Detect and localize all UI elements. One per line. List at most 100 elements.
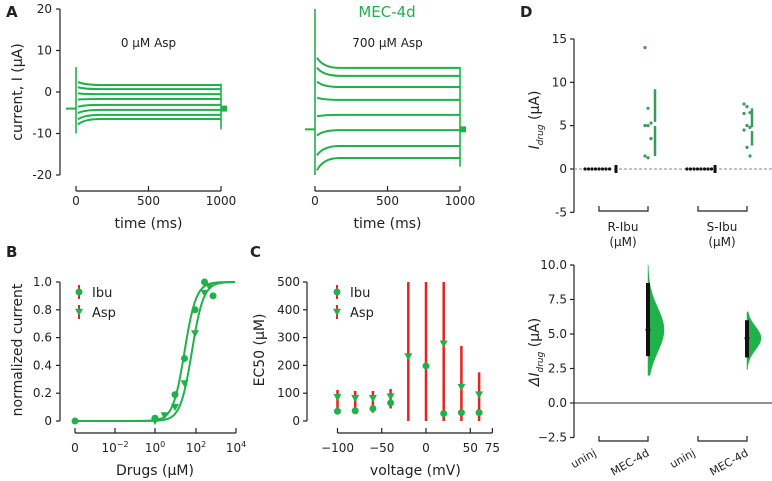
y-tick-label: 10	[37, 44, 52, 58]
group-unit: (µM)	[708, 235, 735, 249]
drug-point	[745, 104, 749, 109]
x-tick-label: 500	[376, 194, 399, 208]
data-point-asp	[457, 383, 466, 392]
uninj-point	[597, 167, 601, 171]
y-label-unit: (µA)	[527, 318, 543, 352]
data-point-asp	[439, 340, 448, 348]
data-point-ibu	[334, 407, 341, 415]
y-tick-label: 0	[44, 414, 52, 428]
uninj-point	[706, 167, 710, 171]
uninj-sd-bar	[713, 165, 717, 173]
x-tick-base: 10	[145, 441, 160, 455]
uninj-point	[695, 167, 700, 171]
group-label: S-Ibu	[707, 220, 738, 234]
y-tick-label: 200	[277, 358, 300, 372]
drug-point	[742, 102, 746, 106]
uninj-point	[600, 167, 605, 171]
y-tick-label: 100	[277, 386, 300, 400]
effect-size-mean	[744, 335, 750, 341]
x-tick-label: 0	[422, 441, 430, 455]
x-tick-label: −50	[369, 441, 394, 455]
data-point-asp	[191, 330, 199, 338]
group-bracket	[697, 206, 748, 212]
current-trace	[77, 81, 221, 86]
data-point-asp	[386, 393, 395, 401]
current-trace	[316, 80, 460, 89]
y-tick-label: 20	[37, 2, 52, 16]
x-tick-label: 10−2	[101, 440, 128, 455]
drug-point	[742, 111, 746, 116]
trace-title: 0 µM Asp	[121, 36, 176, 50]
x-tick-base: 0	[71, 441, 79, 455]
y-tick-label: 0	[44, 85, 52, 99]
y-tick-label: 10.0	[540, 258, 567, 272]
legend-marker-ibu	[75, 288, 83, 296]
x-tick-label: 0	[72, 194, 80, 208]
y-tick-label: 5	[559, 119, 567, 133]
y-label-sub: drug	[536, 351, 546, 372]
current-trace	[77, 103, 221, 108]
y-tick-label: 5.0	[548, 327, 567, 341]
y-tick-label: 7.5	[548, 293, 567, 307]
y-tick-label: 500	[277, 275, 300, 289]
y-label-main: ΔI	[527, 372, 543, 387]
data-point-asp	[351, 395, 360, 403]
x-tick-label: uninj	[569, 446, 599, 471]
group-unit: (µM)	[609, 235, 636, 249]
panel-label-d: D	[520, 3, 532, 21]
y-tick-label: 0.6	[33, 331, 52, 345]
data-point-ibu	[457, 409, 465, 417]
drug-point	[643, 154, 647, 158]
x-tick-label: 104	[226, 440, 246, 455]
data-point-ibu	[369, 404, 377, 412]
drug-point	[643, 46, 647, 50]
data-point-asp	[333, 394, 342, 402]
y-tick-label: -10	[32, 127, 52, 141]
current-trace	[316, 96, 460, 101]
y-axis-label: EC50 (µM)	[252, 314, 268, 387]
uninj-point	[604, 167, 608, 171]
y-axis-label-text: current, I (µA)	[10, 43, 26, 140]
x-axis-label: time (ms)	[115, 216, 183, 232]
uninj-point	[709, 167, 714, 171]
group-bracket	[598, 206, 649, 212]
y-tick-label: -20	[32, 168, 52, 182]
panel-label-c: C	[250, 243, 261, 261]
y-tick-label: 400	[277, 303, 300, 317]
legend-label: Ibu	[92, 286, 112, 301]
y-tick-label: 2.5	[548, 362, 567, 376]
legend-marker-asp	[333, 308, 341, 316]
x-tick-base: 10	[186, 441, 201, 455]
data-point-ibu	[422, 362, 430, 370]
current-trace	[316, 57, 460, 69]
y-label-unit: (µA)	[527, 91, 543, 125]
current-trace	[77, 113, 221, 121]
legend-label: Ibu	[350, 286, 370, 301]
data-point-asp	[475, 391, 484, 399]
y-tick-label: −2.5	[538, 431, 567, 445]
panel-label-a: A	[6, 3, 18, 21]
x-tick-base: 10	[226, 441, 241, 455]
x-tick-exponent: −2	[117, 440, 129, 449]
data-point-asp	[180, 380, 189, 388]
current-trace	[316, 144, 460, 156]
x-tick-label: 500	[137, 194, 160, 208]
drug-point	[646, 156, 650, 160]
current-trace	[316, 129, 460, 137]
x-tick-label: MEC-4d	[708, 446, 751, 478]
y-tick-label: -5	[555, 205, 567, 219]
data-point-asp	[404, 353, 413, 361]
bootstrap-distribution	[647, 264, 665, 376]
current-trace	[77, 98, 221, 101]
x-tick-label: 50	[463, 441, 478, 455]
figure-title: MEC-4d	[358, 3, 415, 21]
y-label-sub: drug	[536, 124, 546, 145]
data-point-ibu	[181, 354, 189, 362]
y-label-main: I	[527, 145, 543, 149]
tail-current	[221, 105, 227, 112]
uninj-point	[586, 167, 591, 171]
x-tick-label: MEC-4d	[609, 446, 652, 478]
x-tick-label: 100	[145, 440, 165, 455]
data-point-ibu	[209, 292, 217, 300]
data-point-asp	[151, 417, 159, 425]
